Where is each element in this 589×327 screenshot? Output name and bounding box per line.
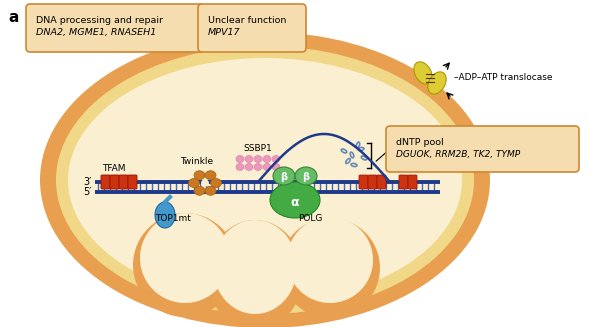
Text: β: β bbox=[302, 172, 310, 182]
Ellipse shape bbox=[194, 171, 205, 180]
Ellipse shape bbox=[272, 156, 280, 163]
Ellipse shape bbox=[280, 218, 380, 318]
Text: –ADP–ATP translocase: –ADP–ATP translocase bbox=[454, 74, 552, 82]
Ellipse shape bbox=[201, 180, 209, 186]
FancyBboxPatch shape bbox=[359, 175, 368, 189]
Text: Twinkle: Twinkle bbox=[180, 157, 214, 166]
Ellipse shape bbox=[194, 186, 205, 195]
Ellipse shape bbox=[263, 164, 271, 170]
Ellipse shape bbox=[40, 32, 490, 327]
Text: DNA processing and repair: DNA processing and repair bbox=[36, 16, 163, 25]
FancyBboxPatch shape bbox=[377, 175, 386, 189]
Text: Unclear function: Unclear function bbox=[208, 16, 286, 25]
Ellipse shape bbox=[236, 164, 244, 170]
Ellipse shape bbox=[287, 217, 373, 303]
FancyBboxPatch shape bbox=[26, 4, 204, 52]
FancyBboxPatch shape bbox=[399, 175, 408, 189]
FancyBboxPatch shape bbox=[386, 126, 579, 172]
FancyBboxPatch shape bbox=[368, 175, 377, 189]
Text: DGUOK, RRM2B, TK2, TYMP: DGUOK, RRM2B, TK2, TYMP bbox=[396, 150, 520, 159]
FancyBboxPatch shape bbox=[198, 4, 306, 52]
Ellipse shape bbox=[236, 156, 244, 163]
Ellipse shape bbox=[140, 213, 230, 303]
Ellipse shape bbox=[272, 164, 280, 170]
Ellipse shape bbox=[270, 182, 320, 218]
Text: a: a bbox=[8, 10, 18, 25]
Text: TFAM: TFAM bbox=[102, 164, 125, 173]
Ellipse shape bbox=[295, 167, 317, 185]
Ellipse shape bbox=[254, 164, 262, 170]
Text: 3′: 3′ bbox=[84, 177, 92, 187]
FancyBboxPatch shape bbox=[119, 175, 128, 189]
Ellipse shape bbox=[155, 202, 175, 228]
FancyBboxPatch shape bbox=[408, 175, 417, 189]
Ellipse shape bbox=[205, 171, 216, 180]
FancyBboxPatch shape bbox=[101, 175, 110, 189]
Ellipse shape bbox=[263, 156, 271, 163]
Ellipse shape bbox=[213, 220, 297, 314]
Text: α: α bbox=[291, 196, 299, 209]
Ellipse shape bbox=[207, 220, 303, 327]
Text: dNTP pool: dNTP pool bbox=[396, 138, 444, 147]
Text: β: β bbox=[280, 172, 287, 182]
Text: POLG: POLG bbox=[298, 214, 322, 223]
Ellipse shape bbox=[188, 179, 200, 187]
Ellipse shape bbox=[273, 167, 295, 185]
Ellipse shape bbox=[414, 62, 432, 84]
Text: DNA2, MGME1, RNASEH1: DNA2, MGME1, RNASEH1 bbox=[36, 28, 156, 37]
Text: 5′: 5′ bbox=[84, 187, 92, 197]
Text: MPV17: MPV17 bbox=[208, 28, 240, 37]
Ellipse shape bbox=[205, 186, 216, 195]
Ellipse shape bbox=[56, 46, 474, 314]
Ellipse shape bbox=[133, 213, 237, 317]
Ellipse shape bbox=[428, 72, 446, 94]
FancyBboxPatch shape bbox=[128, 175, 137, 189]
FancyBboxPatch shape bbox=[110, 175, 119, 189]
Text: SSBP1: SSBP1 bbox=[244, 144, 272, 153]
Text: TOP1mt: TOP1mt bbox=[155, 214, 191, 223]
Ellipse shape bbox=[245, 164, 253, 170]
Ellipse shape bbox=[254, 156, 262, 163]
Ellipse shape bbox=[68, 58, 462, 302]
Ellipse shape bbox=[245, 156, 253, 163]
Ellipse shape bbox=[210, 179, 221, 187]
